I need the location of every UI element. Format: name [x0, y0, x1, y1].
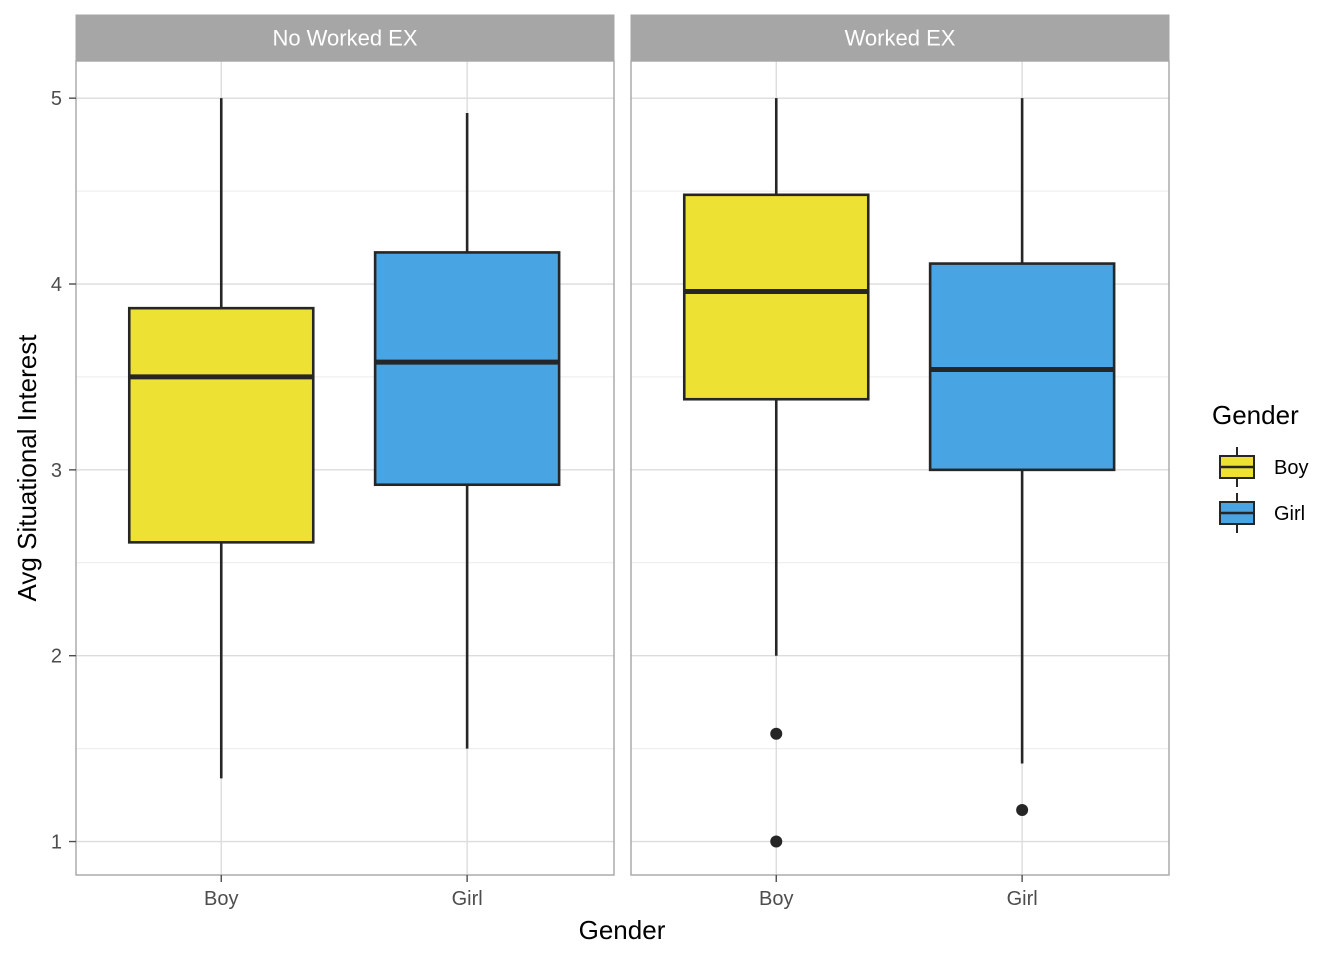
legend: Gender Boy Girl — [1212, 400, 1308, 533]
facet-strip-label: Worked EX — [845, 26, 956, 51]
box-body — [373, 251, 561, 487]
x-tick-label: Boy — [759, 888, 793, 910]
x-tick-label: Girl — [1007, 888, 1038, 910]
box-body — [928, 262, 1116, 472]
legend-label: Boy — [1274, 457, 1308, 479]
outlier-point — [1016, 803, 1029, 816]
legend-label: Girl — [1274, 503, 1305, 525]
panel-border — [75, 60, 615, 876]
y-tick-label: 3 — [51, 460, 62, 482]
facet-strip — [75, 14, 615, 61]
box-boy — [682, 98, 870, 848]
legend-item-boy: Boy — [1219, 447, 1308, 487]
legend-item-girl: Girl — [1219, 493, 1305, 533]
outlier-point — [770, 835, 783, 848]
x-tick-label: Girl — [452, 888, 483, 910]
y-tick-label: 5 — [51, 88, 62, 110]
panel-border — [630, 60, 1170, 876]
facet-panel-2: Worked EX Boy Girl — [630, 14, 1170, 910]
facet-strip-label: No Worked EX — [272, 26, 417, 51]
x-tick-label: Boy — [204, 888, 238, 910]
facet-panel-1: No Worked EX Boy Girl — [75, 14, 615, 910]
y-axis: 1 2 3 4 5 — [51, 88, 1023, 882]
box-girl — [928, 98, 1116, 816]
facet-panels: No Worked EX Boy Girl Worked EX Boy Girl — [75, 14, 1170, 910]
y-tick-label: 2 — [51, 646, 62, 668]
legend-title: Gender — [1212, 400, 1299, 430]
box-girl — [373, 113, 561, 749]
facet-strip — [630, 14, 1170, 61]
outlier-point — [770, 727, 783, 740]
box-body — [127, 306, 315, 544]
box-boy — [127, 98, 315, 779]
y-tick-label: 1 — [51, 832, 62, 854]
y-axis-title: Avg Situational Interest — [12, 334, 42, 602]
x-axis-title: Gender — [579, 915, 666, 945]
box-body — [682, 193, 870, 401]
y-tick-label: 4 — [51, 274, 62, 296]
